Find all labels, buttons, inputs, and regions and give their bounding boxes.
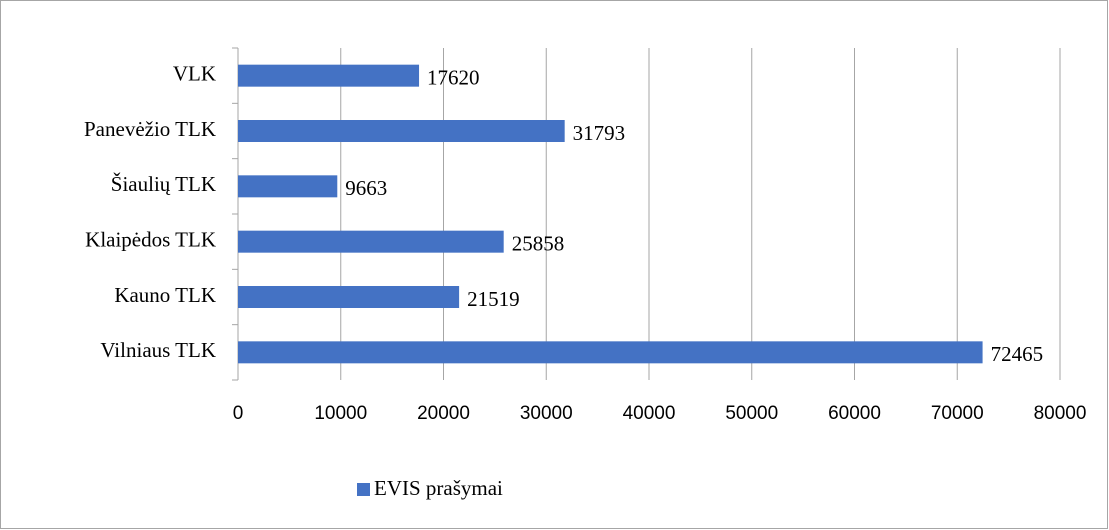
bar (238, 64, 420, 87)
x-tick-label: 50000 (725, 403, 778, 424)
y-tick-label: VLK (173, 61, 216, 85)
x-tick-label: 20000 (417, 403, 470, 424)
y-tick-label: Šiaulių TLK (111, 172, 216, 196)
x-tick-label: 40000 (623, 403, 676, 424)
bar (238, 120, 565, 142)
y-tick-label: Vilniaus TLK (100, 338, 216, 362)
y-tick-label: Klaipėdos TLK (85, 227, 216, 251)
legend-label: EVIS prašymai (374, 476, 503, 500)
bar (238, 175, 338, 198)
data-label: 17620 (427, 65, 480, 89)
x-tick-label: 30000 (520, 403, 573, 424)
data-label: 21519 (467, 287, 520, 311)
bar (238, 286, 460, 308)
y-tick-label: Panevėžio TLK (84, 117, 216, 141)
x-tick-label: 60000 (828, 403, 881, 424)
data-label: 25858 (512, 231, 564, 255)
x-tick-label: 80000 (1034, 403, 1087, 424)
legend-swatch (357, 483, 370, 496)
x-tick-label: 10000 (314, 403, 367, 424)
data-label: 72465 (991, 342, 1044, 366)
x-tick-label: 70000 (931, 403, 984, 424)
y-tick-label: Kauno TLK (114, 283, 216, 307)
data-label: 9663 (345, 176, 387, 200)
data-label: 31793 (573, 121, 626, 145)
x-tick-label: 0 (233, 403, 244, 424)
bar (238, 341, 983, 364)
bar (238, 230, 504, 253)
